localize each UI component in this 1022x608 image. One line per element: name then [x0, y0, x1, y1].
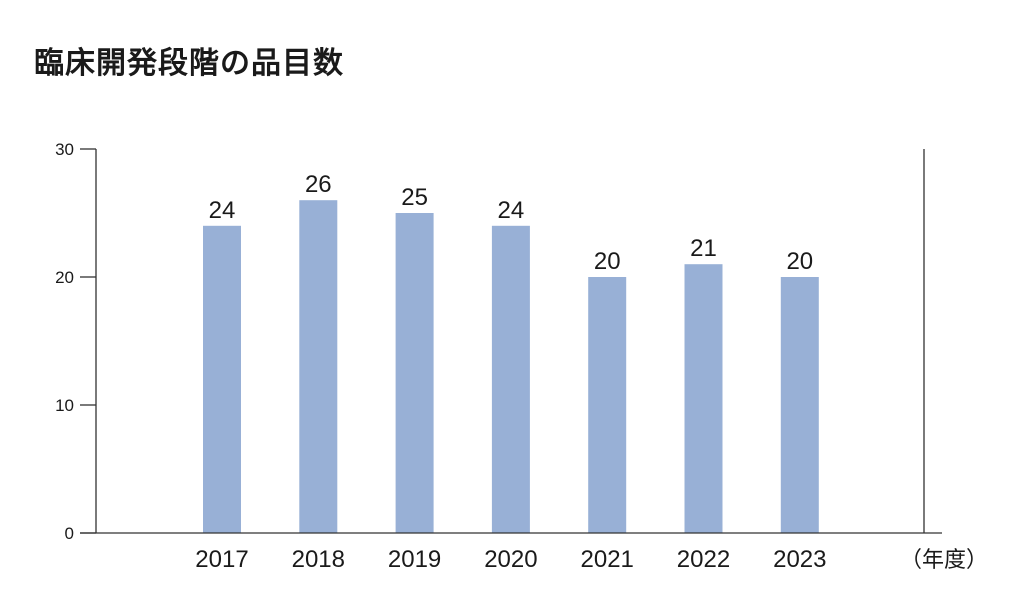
bar — [395, 213, 434, 533]
x-tick-label: 2020 — [484, 546, 537, 573]
x-tick-label: 2021 — [581, 546, 634, 573]
chart-title: 臨床開発段階の品目数 — [34, 46, 344, 81]
bar — [491, 225, 530, 534]
data-label: 25 — [401, 184, 428, 211]
y-tick-label: 0 — [65, 524, 74, 543]
bar — [299, 200, 338, 533]
x-tick-label: 2017 — [195, 546, 248, 573]
data-label: 20 — [786, 248, 813, 275]
bar — [780, 277, 819, 533]
y-tick-label: 10 — [55, 396, 74, 415]
bar — [588, 277, 627, 533]
data-label: 24 — [498, 197, 525, 224]
bar — [203, 225, 241, 534]
x-tick-label: 2019 — [388, 546, 441, 573]
data-label: 26 — [305, 171, 332, 198]
bar — [684, 264, 723, 533]
y-tick-label: 30 — [55, 140, 74, 159]
data-label: 24 — [209, 197, 236, 224]
y-tick-label: 20 — [55, 268, 74, 287]
x-tick-label: 2023 — [773, 546, 826, 573]
bars: 24 26 25 24 20 21 20 — [203, 171, 819, 534]
data-label: 21 — [690, 235, 717, 262]
x-tick-label: 2022 — [677, 546, 730, 573]
data-label: 20 — [594, 248, 621, 275]
x-axis-unit-label: （年度） — [900, 548, 988, 573]
x-axis: 2017 2018 2019 2020 2021 2022 2023 — [80, 532, 942, 573]
x-tick-label: 2018 — [292, 546, 345, 573]
